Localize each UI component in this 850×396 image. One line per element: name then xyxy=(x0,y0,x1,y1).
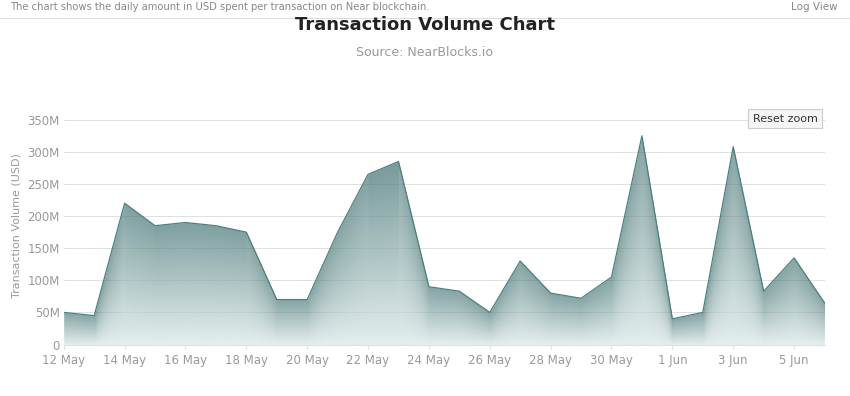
Text: Source: NearBlocks.io: Source: NearBlocks.io xyxy=(356,46,494,59)
Text: The chart shows the daily amount in USD spent per transaction on Near blockchain: The chart shows the daily amount in USD … xyxy=(10,2,430,12)
Y-axis label: Transaction Volume (USD): Transaction Volume (USD) xyxy=(12,153,21,298)
Text: Reset zoom: Reset zoom xyxy=(753,114,818,124)
Text: Transaction Volume Chart: Transaction Volume Chart xyxy=(295,16,555,34)
Text: Log View: Log View xyxy=(790,2,837,12)
